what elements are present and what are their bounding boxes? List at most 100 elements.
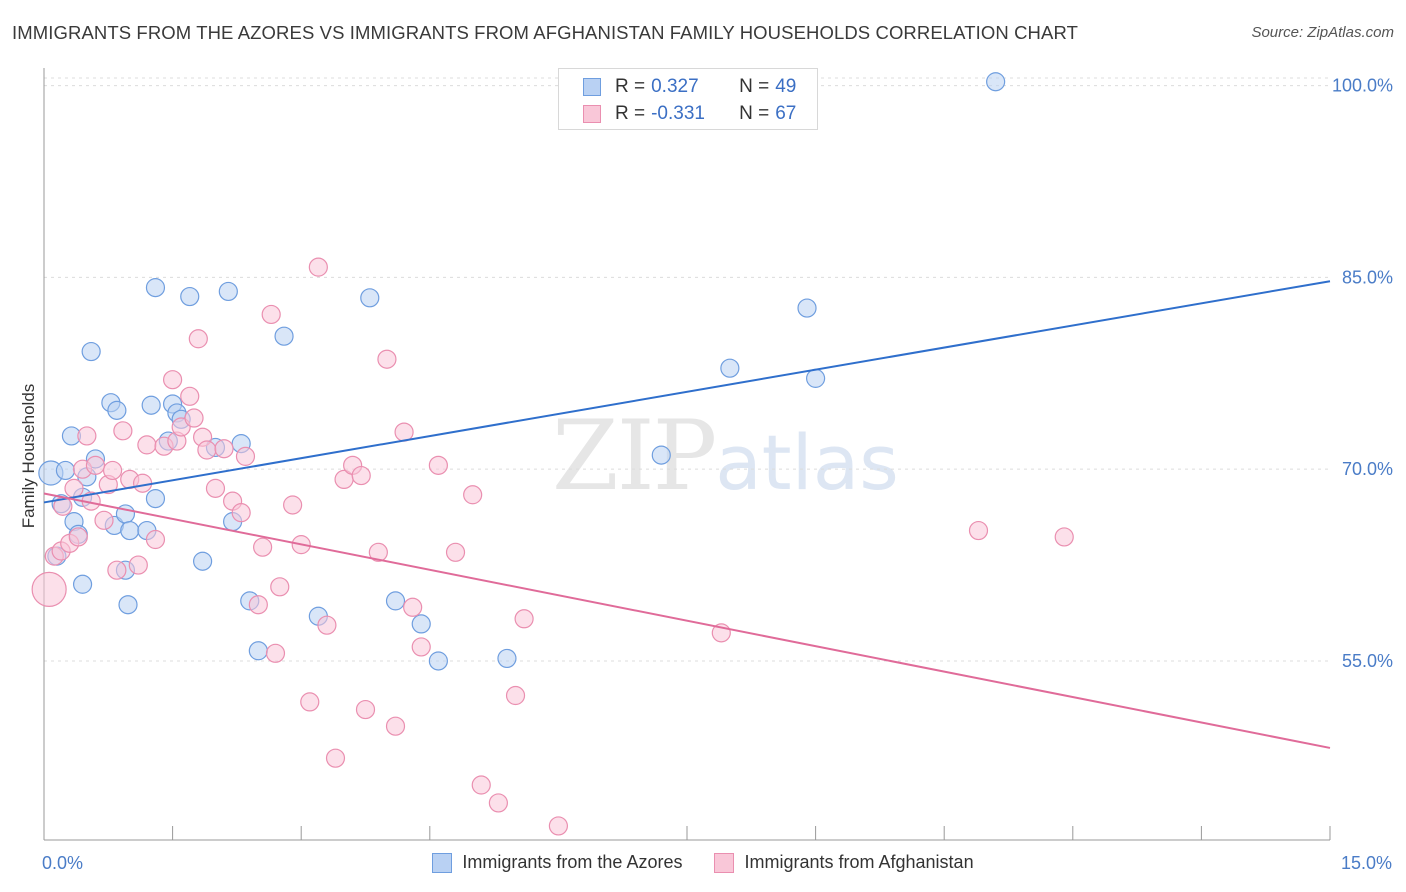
legend-label-azores: Immigrants from the Azores [462,852,683,872]
legend-swatch-afghanistan [714,852,735,873]
afghanistan-point [514,609,534,629]
azores-point [411,614,431,634]
azores-point [274,326,294,346]
afghanistan-point [548,816,569,836]
azores-points [38,72,1006,671]
azores-point [218,281,238,302]
legend-swatch-azores [432,852,453,873]
legend-row-azores: R = 0.327 N = 49 [583,73,796,101]
afghanistan-point [317,615,337,635]
afghanistan-point [261,304,281,325]
axes [43,68,1331,841]
correlation-legend: R = 0.327 N = 49 R = -0.331 N = 67 [558,68,818,130]
watermark: ZIPatlas [552,400,899,512]
tick-labels: 55.0% 70.0% 85.0% 100.0% 0.0% 15.0% [42,76,1393,873]
azores-point [81,341,101,362]
grid-lines [44,77,1330,662]
afghanistan-point [463,485,483,505]
afghanistan-point [85,455,106,475]
afghanistan-point [113,421,133,441]
legend-r-label: R = [615,76,646,97]
legend-r-label: R = [615,103,646,124]
afghanistan-point [205,478,226,498]
watermark-atlas: atlas [715,418,899,507]
azores-point [986,72,1006,92]
legend-n-value: 67 [775,103,797,124]
afghanistan-point [107,560,127,580]
legend-item-azores[interactable]: Immigrants from the Azores [432,852,682,873]
afghanistan-point [145,529,166,550]
afghanistan-trend-line [43,492,1331,749]
azores-point [385,591,406,611]
azores-point [107,400,127,420]
afghanistan-point [411,637,431,657]
legend-label-afghanistan: Immigrants from Afghanistan [744,852,974,872]
afghanistan-point [355,699,376,720]
chart-title: IMMIGRANTS FROM THE AZORES VS IMMIGRANTS… [12,22,1078,43]
afghanistan-point [64,478,84,498]
azores-point [120,520,140,541]
afghanistan-point [1054,527,1074,547]
afghanistan-points [31,257,1074,836]
azores-point [720,358,740,378]
afghanistan-point [368,542,388,562]
watermark-zip: ZIP [552,400,717,512]
legend-r-value: -0.331 [651,103,705,124]
azores-point [651,445,671,465]
afghanistan-point [445,542,466,562]
afghanistan-point [265,643,286,663]
x-tick-label: 15.0% [1341,853,1392,873]
afghanistan-point [180,386,200,406]
afghanistan-point [137,435,157,455]
afghanistan-point [128,555,148,575]
azores-point [360,288,380,308]
legend-item-afghanistan[interactable]: Immigrants from Afghanistan [714,852,974,873]
y-tick-label: 85.0% [1342,267,1393,287]
afghanistan-point [403,597,423,617]
azores-point [497,648,517,669]
trend-lines [43,280,1331,749]
source-label: Source: ZipAtlas.com [1251,24,1394,41]
afghanistan-point [94,510,114,530]
afghanistan-point [77,426,97,446]
azores-point [193,551,213,571]
afghanistan-point [231,503,251,523]
afghanistan-point [428,455,448,475]
azores-point [805,368,826,388]
afghanistan-point [385,716,406,736]
y-tick-label: 100.0% [1332,76,1393,96]
afghanistan-point [283,495,303,515]
y-axis-label: Family Households [19,384,38,529]
azores-point [141,395,161,415]
afghanistan-point [505,685,526,706]
afghanistan-point [300,692,320,712]
x-tick-label: 0.0% [42,853,83,873]
afghanistan-point [270,577,290,597]
afghanistan-point [102,460,123,481]
afghanistan-point [184,408,204,428]
afghanistan-point [325,748,346,768]
azores-point [118,595,138,615]
afghanistan-point [308,257,328,277]
afghanistan-point [377,349,397,369]
y-tick-label: 55.0% [1342,651,1393,671]
azores-point [55,460,76,481]
azores-trend-line [43,280,1331,504]
afghanistan-point [68,527,88,547]
azores-point [180,286,200,307]
azores-point [428,651,448,671]
afghanistan-point [968,520,989,541]
legend-n-label: N = [739,103,770,124]
legend-n-label: N = [739,76,770,97]
afghanistan-point [197,440,217,460]
legend-row-afghanistan: R = -0.331 N = 67 [583,100,796,128]
azores-point [248,641,268,661]
afghanistan-point [188,329,208,349]
azores-point [797,298,817,318]
afghanistan-point [471,775,491,795]
azores-point [72,574,93,594]
azores-point [145,278,166,298]
azores-point [145,488,166,509]
afghanistan-point [351,465,371,486]
